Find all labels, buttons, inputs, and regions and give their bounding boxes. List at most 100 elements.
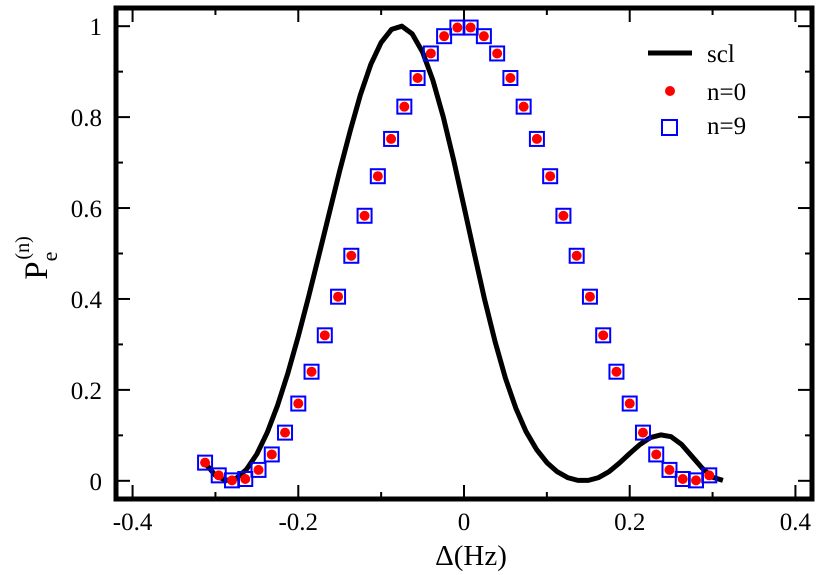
n0-point <box>293 398 304 409</box>
n0-point <box>359 210 370 221</box>
n0-point <box>664 464 675 475</box>
y-tick-label: 0.2 <box>71 378 102 405</box>
n0-point <box>333 291 344 302</box>
n0-point <box>478 31 489 42</box>
n9-point <box>343 247 360 264</box>
n9-point <box>330 288 347 305</box>
x-tick-label: 0 <box>458 509 471 536</box>
plot-frame <box>113 5 815 502</box>
n9-point <box>436 28 453 45</box>
n0-point <box>266 449 277 460</box>
n0-point <box>253 464 264 475</box>
legend: scl n=0 n=9 <box>648 41 746 140</box>
y-tick-label: 1 <box>90 14 103 41</box>
n9-point <box>462 19 479 36</box>
n0-point <box>439 31 450 42</box>
n0-point <box>240 473 251 484</box>
n0-point <box>704 470 715 481</box>
n0-point <box>611 366 622 377</box>
n9-point <box>277 424 294 441</box>
n9-point <box>581 288 598 305</box>
n0-point <box>452 22 463 33</box>
n9-point <box>634 424 651 441</box>
n0-point <box>412 73 423 84</box>
n0-point <box>505 73 516 84</box>
n0-point <box>531 133 542 144</box>
y-axis-label: Pe(n) <box>12 236 62 279</box>
n9-point <box>489 45 506 62</box>
n0-point <box>677 473 688 484</box>
n9-point <box>595 327 612 344</box>
n9-point <box>197 454 214 471</box>
n9-point <box>396 98 413 115</box>
x-tick-label: 0.4 <box>780 509 812 536</box>
n0-point <box>372 171 383 182</box>
n0-point <box>637 427 648 438</box>
n9-point <box>502 70 519 87</box>
svg-text:Pe(n): Pe(n) <box>12 236 62 279</box>
n0-point <box>227 475 237 486</box>
n9-point <box>648 446 665 463</box>
n9-point <box>661 461 678 478</box>
n0-point <box>399 101 410 112</box>
y-tick-label: 0.4 <box>71 287 103 314</box>
n0-point <box>465 22 476 33</box>
n9-point <box>621 395 638 412</box>
y-tick-label: 0 <box>90 469 103 496</box>
n9-point <box>528 130 545 147</box>
y-axis-label-main: P <box>19 261 55 279</box>
n0-point <box>319 330 330 341</box>
n9-point <box>237 470 254 487</box>
legend-n0-label: n=0 <box>707 79 746 106</box>
n0-point <box>280 427 291 438</box>
n9-point <box>263 446 280 463</box>
data-layer <box>197 19 724 489</box>
n0-point <box>518 101 529 112</box>
y-axis-label-sub: e <box>37 252 62 262</box>
ticks-layer: -0.4 -0.2 0 0.2 0.4 0 0.2 0.4 0.6 0.8 1 <box>71 8 812 536</box>
n0-point <box>598 330 609 341</box>
n0-point <box>624 398 635 409</box>
n9-point <box>383 130 400 147</box>
n0-point <box>571 250 582 261</box>
n0-point <box>346 250 357 261</box>
y-axis-label-sup: (n) <box>12 236 34 259</box>
n9-point <box>475 28 492 45</box>
n9-point <box>250 461 267 478</box>
n0-point <box>306 366 317 377</box>
n0-point <box>558 210 569 221</box>
n9-point <box>568 247 585 264</box>
legend-n9-label: n=9 <box>707 113 746 140</box>
n0-point <box>213 470 224 481</box>
x-axis-label: Δ(Hz) <box>435 540 507 572</box>
y-tick-label: 0.8 <box>71 105 102 132</box>
x-tick-label: -0.4 <box>113 509 153 536</box>
n9-point <box>422 45 439 62</box>
n0-point <box>545 171 556 182</box>
n9-point <box>303 363 320 380</box>
n9-point <box>316 327 333 344</box>
n0-point <box>200 457 211 468</box>
n9-point <box>515 98 532 115</box>
n9-point <box>290 395 307 412</box>
n9-point <box>542 168 559 185</box>
n9-point <box>701 467 718 484</box>
x-tick-label: 0.2 <box>614 509 645 536</box>
n0-point <box>651 449 662 460</box>
x-tick-label: -0.2 <box>278 509 318 536</box>
n9-point <box>369 168 386 185</box>
n0-point <box>386 133 397 144</box>
n9-point <box>409 70 426 87</box>
n0-point <box>492 48 503 59</box>
scl-line <box>203 23 724 483</box>
y-tick-label: 0.6 <box>71 196 102 223</box>
n9-point <box>555 207 572 224</box>
legend-n0-swatch <box>665 86 675 96</box>
n0-point <box>584 291 595 302</box>
n9-point <box>608 363 625 380</box>
n9-point <box>356 207 373 224</box>
legend-n9-swatch <box>661 119 678 136</box>
n0-point <box>691 475 701 486</box>
n0-point <box>425 48 436 59</box>
